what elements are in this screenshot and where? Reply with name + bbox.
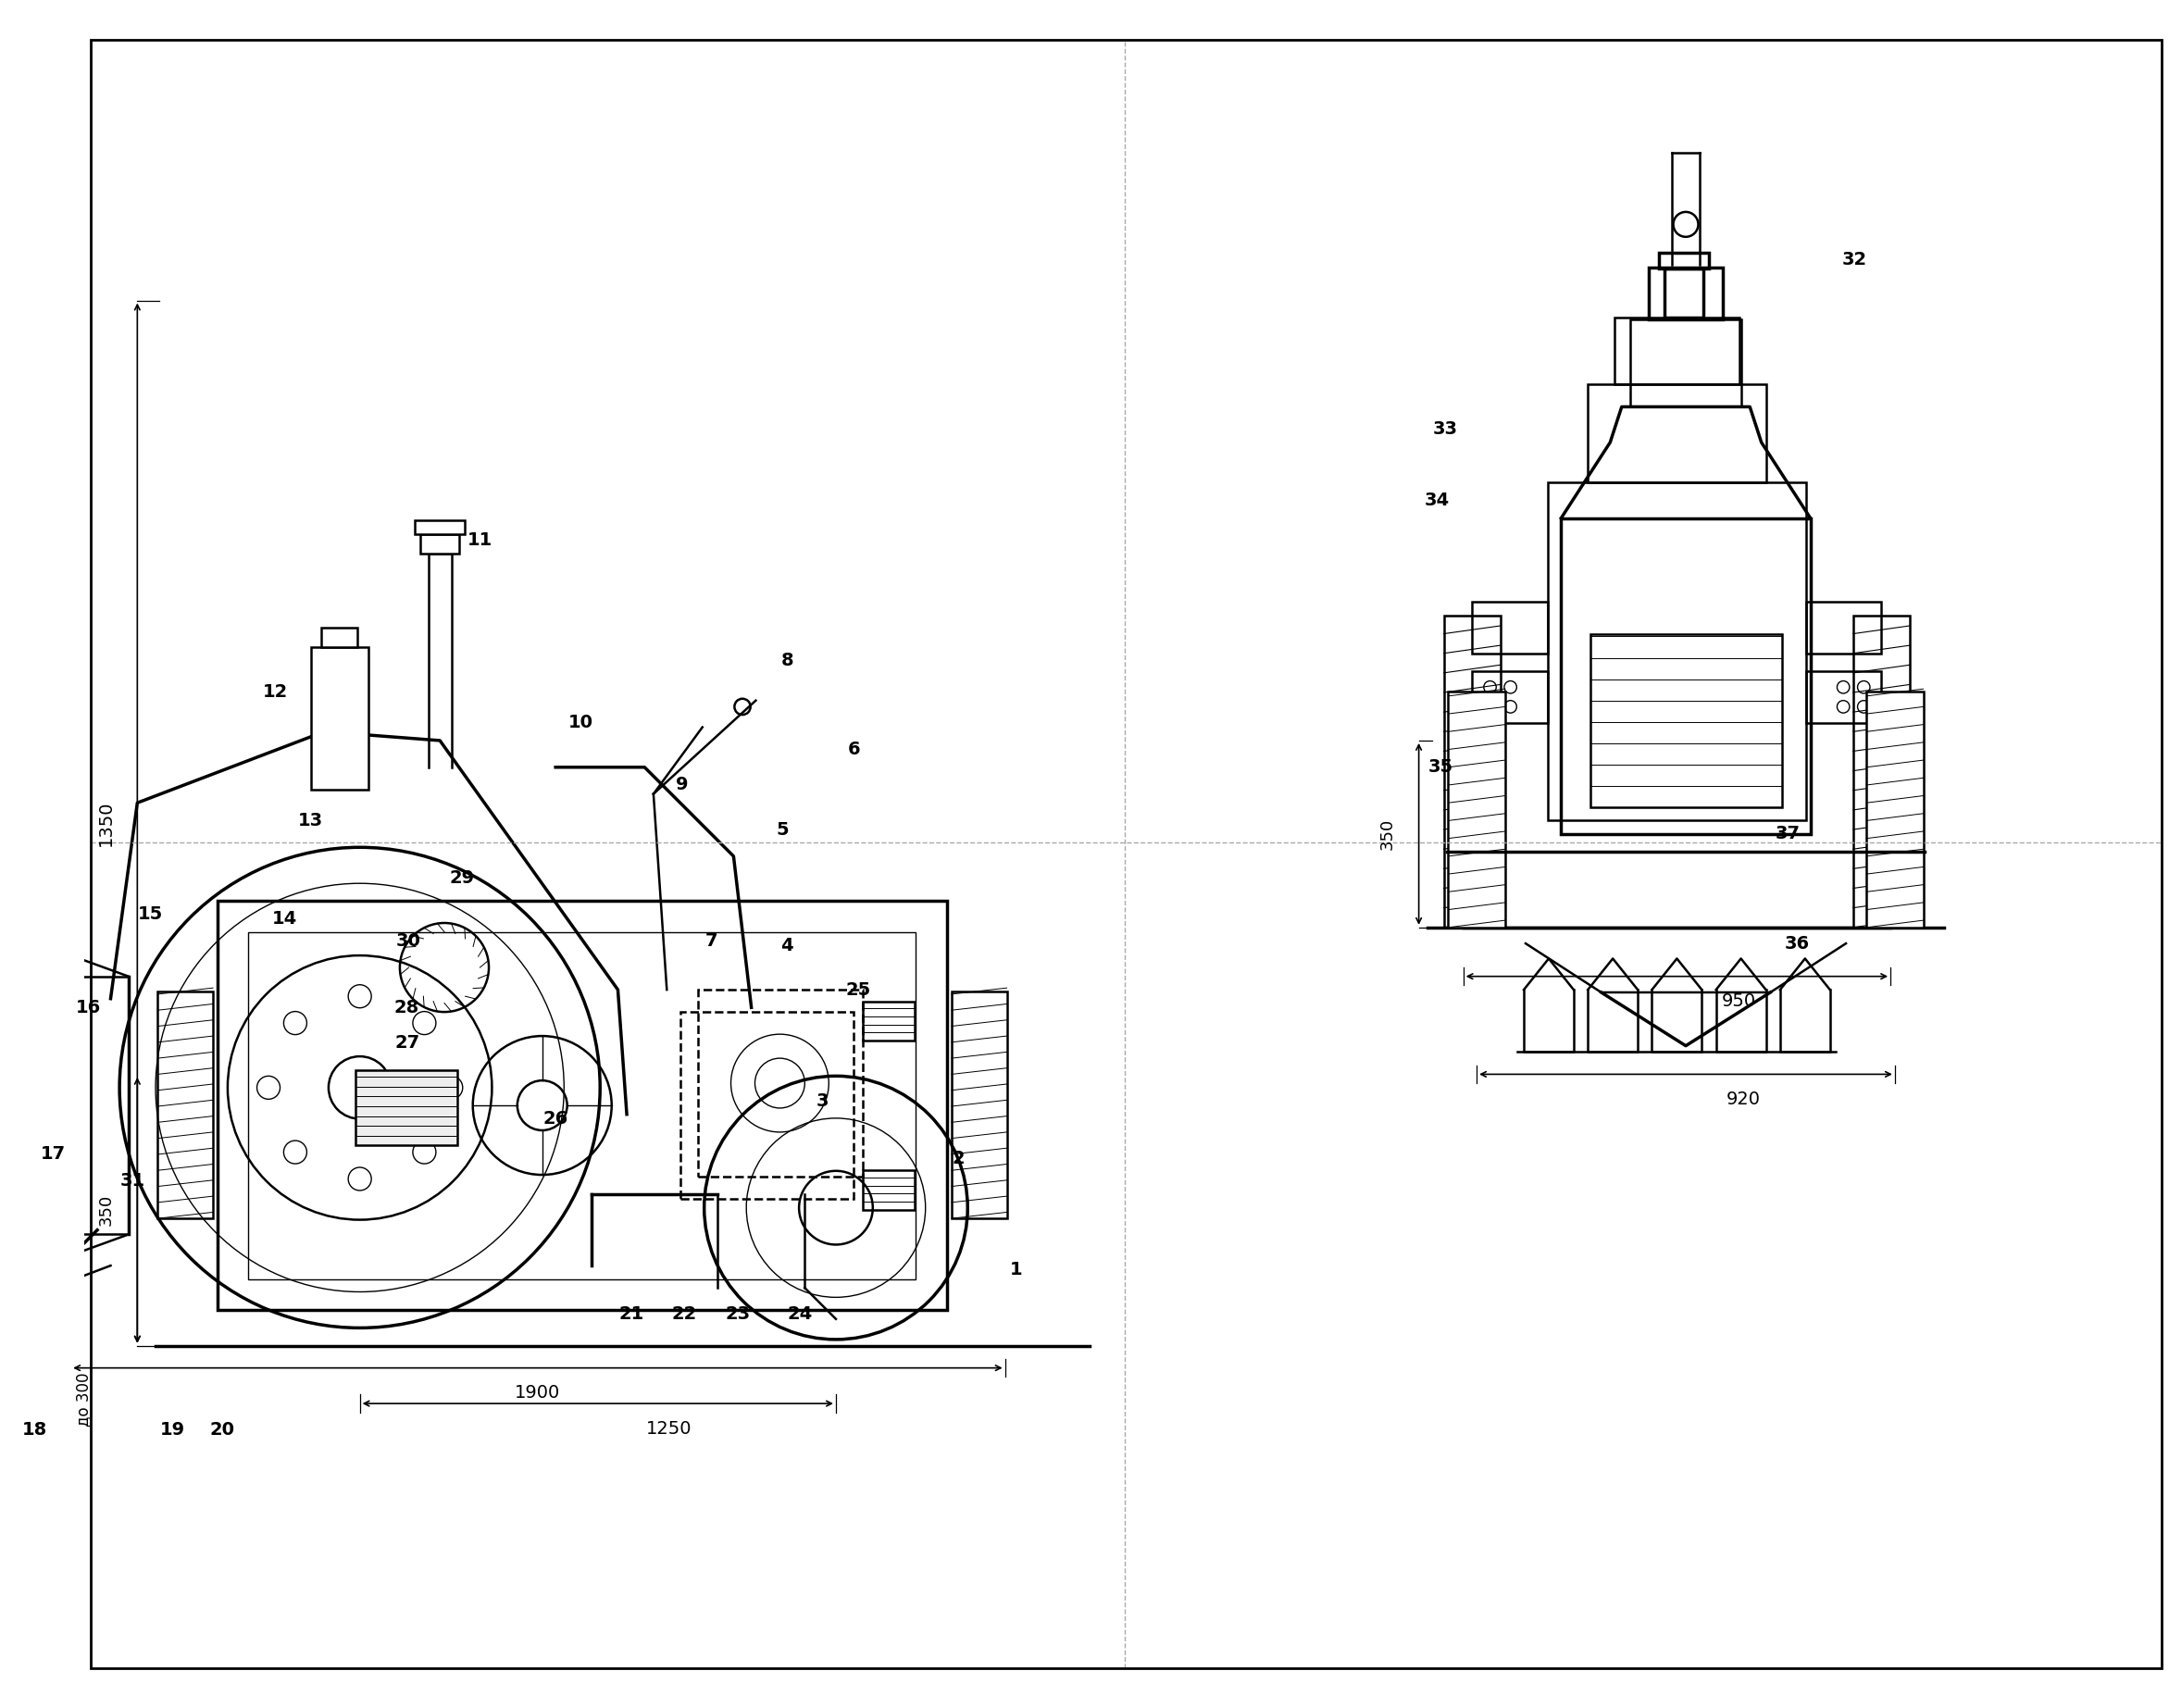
Bar: [863, 1001, 913, 1040]
Text: 350: 350: [98, 1194, 115, 1226]
Text: 16: 16: [76, 999, 102, 1016]
Text: 12: 12: [262, 683, 288, 700]
Text: 26: 26: [542, 1110, 568, 1127]
Text: 10: 10: [568, 714, 592, 731]
Text: 25: 25: [846, 980, 870, 999]
Text: 4: 4: [781, 936, 794, 955]
Text: 33: 33: [1434, 420, 1458, 437]
Bar: [414, 519, 464, 535]
Bar: [421, 535, 460, 553]
Bar: [356, 1069, 458, 1146]
Bar: [321, 627, 358, 647]
Text: 9: 9: [677, 775, 688, 794]
Text: 24: 24: [787, 1305, 813, 1324]
Text: 29: 29: [449, 869, 475, 886]
Text: 7: 7: [705, 933, 718, 950]
Text: 1250: 1250: [646, 1419, 692, 1436]
Text: 37: 37: [1776, 825, 1800, 842]
Bar: [1659, 253, 1709, 268]
Polygon shape: [0, 1377, 65, 1496]
Bar: [1614, 318, 1740, 384]
Text: 18: 18: [22, 1421, 48, 1440]
Text: 22: 22: [672, 1305, 696, 1324]
Text: 920: 920: [1727, 1090, 1761, 1108]
Text: 1350: 1350: [98, 799, 115, 845]
Text: 950: 950: [1722, 992, 1757, 1009]
Text: 8: 8: [781, 652, 794, 670]
Text: 14: 14: [271, 910, 297, 927]
Bar: [1473, 601, 1549, 654]
Text: 30: 30: [397, 933, 421, 950]
Bar: [1473, 671, 1549, 722]
Bar: [1562, 518, 1811, 834]
Bar: [1807, 671, 1881, 722]
Text: 34: 34: [1425, 492, 1449, 509]
Bar: [952, 991, 1006, 1218]
Text: 28: 28: [395, 999, 419, 1016]
Text: 11: 11: [466, 531, 492, 548]
Bar: [1449, 692, 1505, 927]
Bar: [1590, 634, 1783, 808]
Bar: [1807, 601, 1881, 654]
Text: до 300: до 300: [76, 1372, 93, 1426]
Text: 5: 5: [777, 822, 790, 839]
Bar: [1868, 692, 1924, 927]
Bar: [1445, 617, 1501, 927]
Bar: [217, 900, 948, 1310]
Bar: [681, 1011, 855, 1199]
Bar: [1631, 319, 1742, 407]
Text: 20: 20: [210, 1421, 234, 1440]
Text: 15: 15: [139, 905, 163, 922]
Text: 1: 1: [1011, 1261, 1024, 1279]
Text: 1900: 1900: [514, 1383, 560, 1402]
Text: 6: 6: [848, 741, 859, 758]
Bar: [249, 933, 915, 1279]
Bar: [1664, 268, 1703, 318]
Text: 13: 13: [299, 811, 323, 830]
Text: 17: 17: [41, 1146, 65, 1163]
Bar: [310, 647, 369, 789]
Text: 23: 23: [724, 1305, 750, 1324]
Text: 31: 31: [119, 1172, 145, 1190]
Bar: [863, 1170, 913, 1209]
Bar: [158, 991, 213, 1218]
Bar: [1852, 617, 1911, 927]
Text: 2: 2: [952, 1149, 965, 1168]
Bar: [1588, 384, 1766, 482]
Text: 21: 21: [618, 1305, 644, 1324]
Text: 350: 350: [1379, 818, 1397, 851]
Text: 3: 3: [816, 1091, 829, 1110]
Text: 19: 19: [161, 1421, 187, 1440]
Text: 36: 36: [1785, 934, 1809, 953]
Bar: [1648, 268, 1722, 319]
Bar: [1549, 482, 1807, 820]
Text: 35: 35: [1429, 758, 1453, 775]
Text: 32: 32: [1841, 251, 1868, 268]
Bar: [698, 989, 863, 1177]
Text: 27: 27: [395, 1035, 419, 1052]
